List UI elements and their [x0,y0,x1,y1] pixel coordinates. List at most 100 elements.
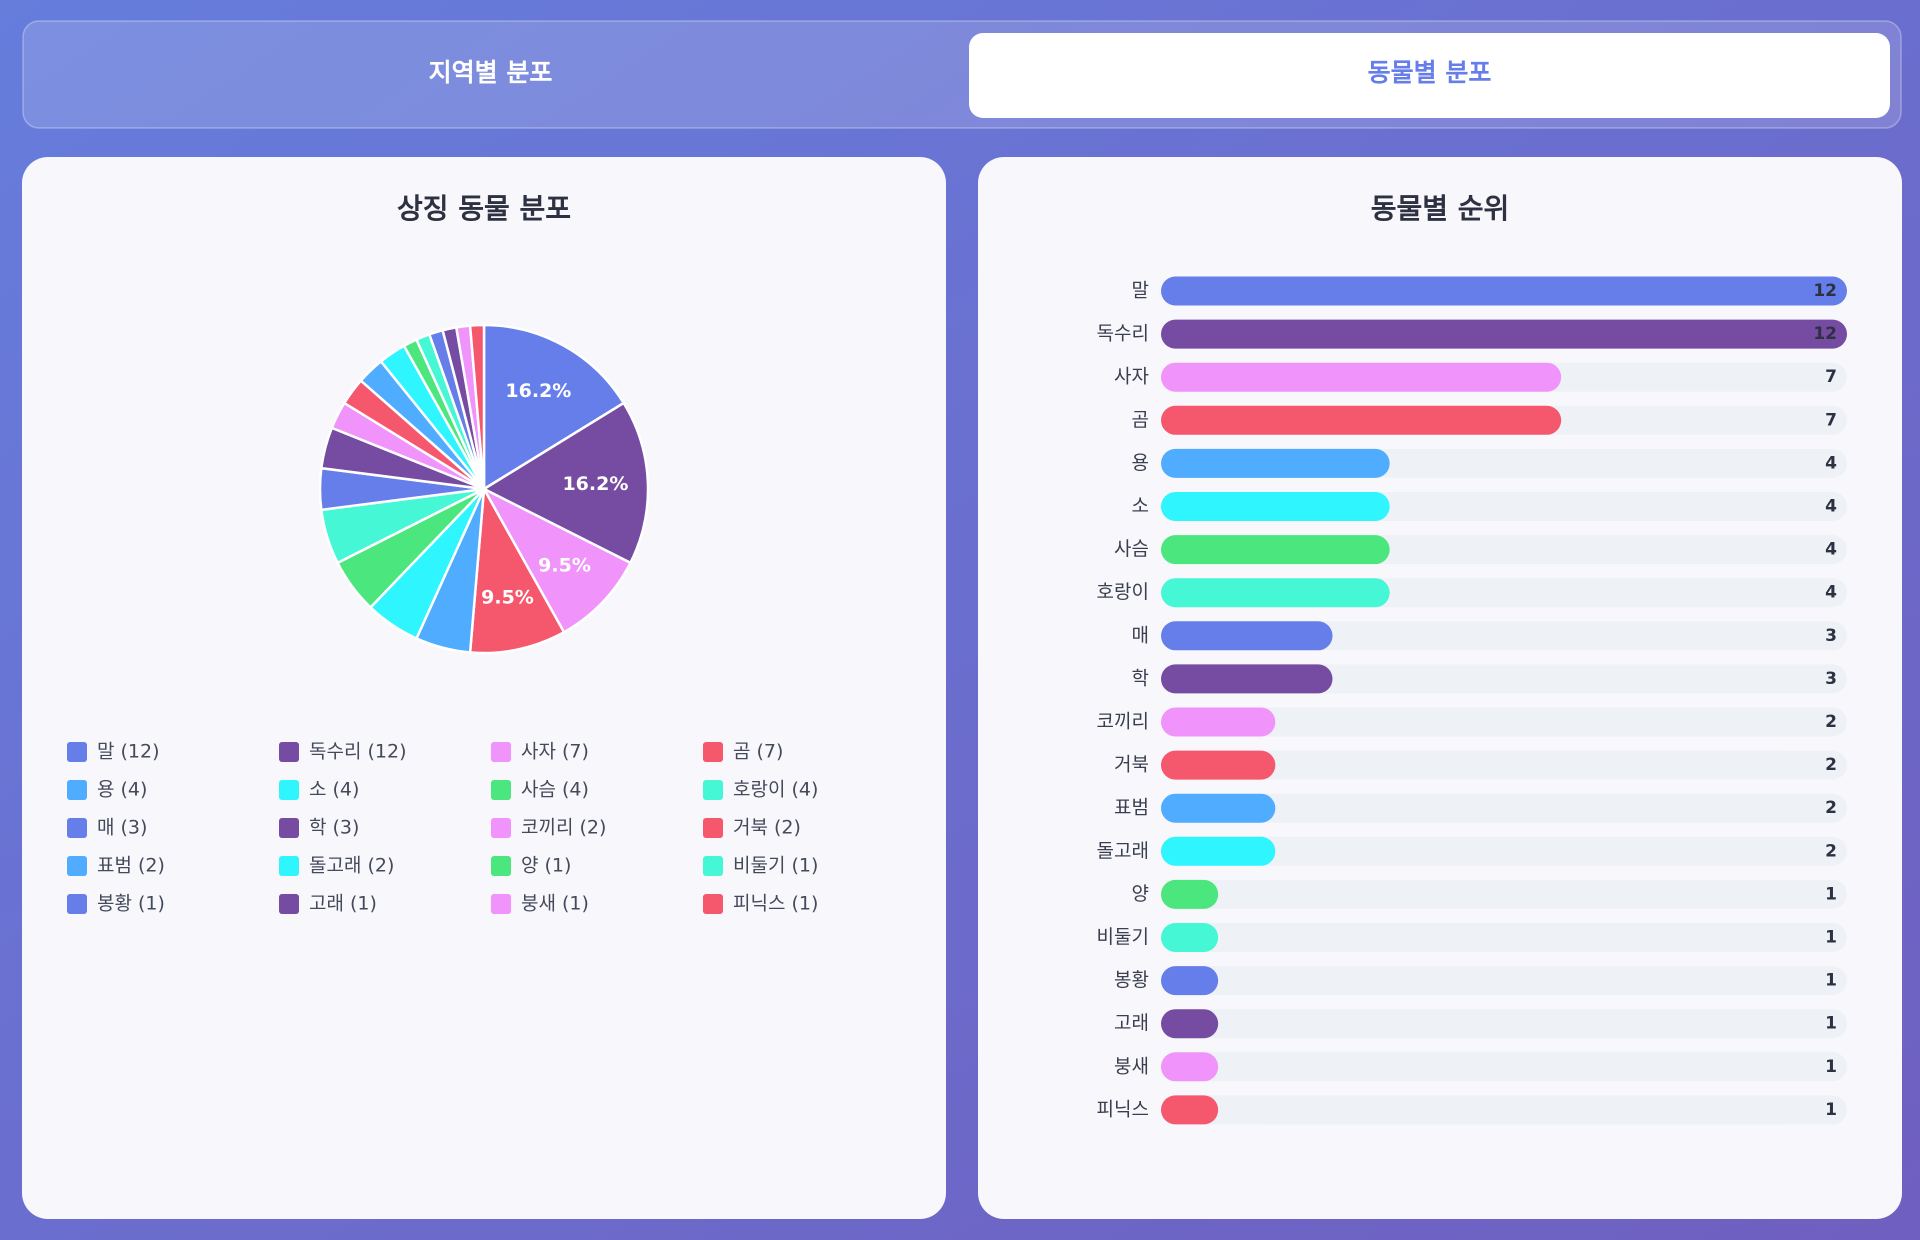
bar-category: 표범 [1114,797,1149,819]
bar-category: 돌고래 [1097,840,1149,862]
legend-swatch [67,894,87,914]
bar [1161,1009,1219,1039]
bar-value: 3 [1825,669,1837,689]
tab-label[interactable]: 동물별 분포 [1368,58,1492,87]
bar-track [1161,923,1847,952]
bar-value: 1 [1825,928,1837,948]
legend-label: 독수리 (12) [309,741,406,763]
pie-slice [480,486,633,634]
bar-value: 4 [1825,453,1837,473]
bar [1161,621,1333,651]
bar-track [1161,750,1847,780]
bar-category: 코끼리 [1097,711,1149,733]
legend-swatch [491,780,511,800]
legend-swatch [491,818,511,838]
legend-label: 사슴 (4) [521,779,589,801]
legend-label: 거북 (2) [733,817,801,839]
bar [1161,578,1390,608]
legend-label: 고래 (1) [309,893,377,915]
legend-swatch [491,894,511,914]
bar [1161,750,1276,780]
bar-value: 1 [1825,884,1837,904]
slice-label: 16.2% [562,473,628,495]
legend-label: 표범 (2) [97,855,165,877]
bar-value: 2 [1825,755,1837,775]
legend-label: 피닉스 (1) [733,893,818,915]
legend-swatch [67,742,87,762]
tab-label[interactable]: 지역별 분포 [429,58,553,87]
bar [1161,1095,1219,1125]
legend-label: 비둘기 (1) [733,855,818,877]
legend-swatch [703,894,723,914]
bar-value: 7 [1825,410,1837,430]
bar-category: 비둘기 [1097,926,1149,948]
legend-label: 양 (1) [521,855,571,877]
bar-category: 거북 [1114,754,1149,776]
bar-track [1161,664,1847,694]
bar-category: 양 [1132,883,1149,905]
left-card [22,157,946,1219]
legend-swatch [279,818,299,838]
bar-category: 사슴 [1114,538,1149,560]
bar [1161,362,1562,392]
bar-value: 12 [1813,324,1837,344]
bar-category: 호랑이 [1097,581,1149,603]
bar-category: 매 [1132,624,1149,646]
pie-slice [481,401,650,565]
legend-swatch [67,856,87,876]
chart-title: 상징 동물 분포 [397,192,571,225]
pie-slice [468,484,566,655]
bar-value: 3 [1825,626,1837,646]
bar-track [1161,793,1847,823]
legend-swatch [67,780,87,800]
bar [1161,966,1219,996]
legend-label: 곰 (7) [733,741,783,763]
legend-label: 돌고래 (2) [309,855,394,877]
bar-category: 사자 [1114,366,1149,388]
bar [1161,319,1847,349]
legend-swatch [491,742,511,762]
bar-value: 4 [1825,540,1837,560]
legend-label: 코끼리 (2) [521,817,606,839]
legend-swatch [703,742,723,762]
bar-category: 피닉스 [1097,1098,1149,1120]
legend-label: 사자 (7) [521,741,589,763]
bar-value: 12 [1813,281,1837,301]
bar-value: 2 [1825,798,1837,818]
pie-slice [482,323,626,492]
slice-label: 9.5% [538,555,591,577]
legend-swatch [703,818,723,838]
bar-track [1161,621,1847,651]
bar-track [1161,879,1847,909]
bar [1161,448,1390,478]
legend-swatch [279,742,299,762]
legend-swatch [491,856,511,876]
bar-category: 말 [1132,280,1149,302]
chart-title: 동물별 순위 [1371,192,1510,225]
legend-swatch [67,818,87,838]
bar-value: 1 [1825,1100,1837,1120]
bar-category: 붕새 [1114,1055,1149,1077]
bar [1161,1052,1219,1082]
legend-swatch [703,780,723,800]
tab-active[interactable] [969,33,1890,118]
legend-label: 호랑이 (4) [733,779,818,801]
bar-category: 봉황 [1114,969,1149,991]
bar [1161,535,1390,565]
legend-swatch [279,780,299,800]
legend-label: 봉황 (1) [97,893,165,915]
bar-track [1161,1052,1847,1082]
bar-value: 2 [1825,841,1837,861]
bar-track [1161,1095,1847,1125]
bar-category: 용 [1132,452,1149,474]
bar-category: 학 [1132,667,1149,689]
bar [1161,492,1390,521]
legend-swatch [279,856,299,876]
legend-label: 말 (12) [97,741,160,763]
pie-slice [468,323,486,490]
legend-swatch [279,894,299,914]
slice-label: 16.2% [505,380,571,402]
